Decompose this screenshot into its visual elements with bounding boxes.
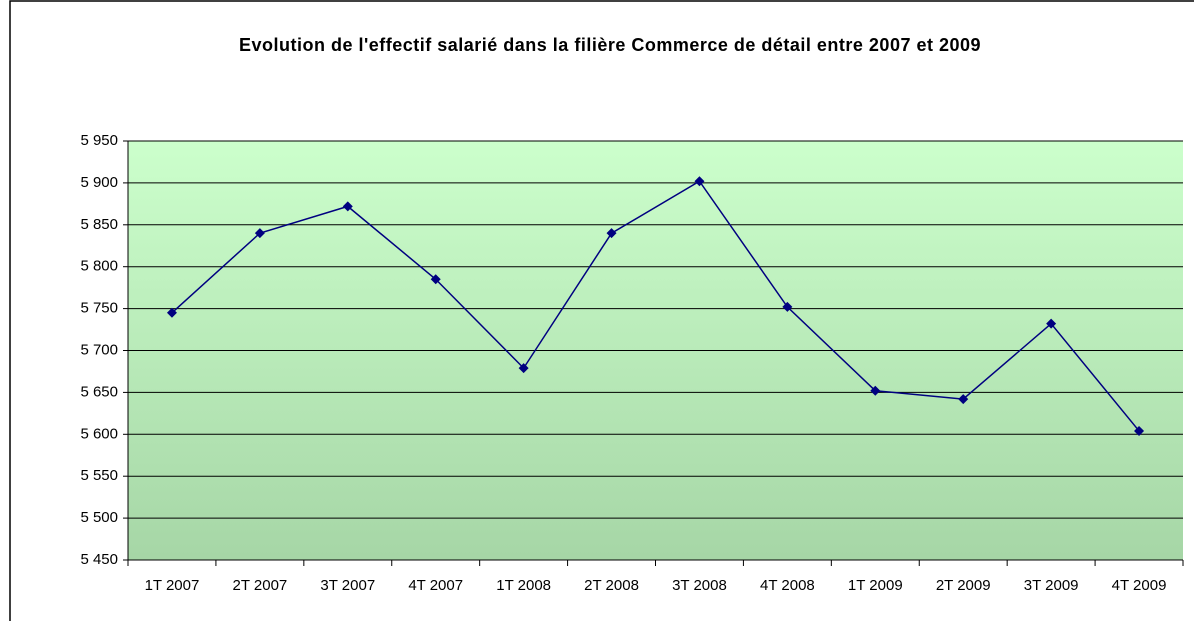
y-tick-label: 5 800	[80, 258, 118, 275]
data-point	[254, 228, 265, 239]
x-tick-label: 1T 2007	[145, 577, 200, 594]
data-point	[430, 274, 441, 285]
y-tick-label: 5 500	[80, 509, 118, 526]
x-tick-label: 4T 2007	[408, 577, 463, 594]
x-tick-label: 1T 2009	[848, 577, 903, 594]
y-tick-label: 5 600	[80, 425, 118, 442]
data-point	[166, 307, 177, 318]
y-tick-label: 5 650	[80, 383, 118, 400]
data-point	[342, 201, 353, 212]
data-point	[694, 176, 705, 187]
x-tick-label: 4T 2009	[1112, 577, 1167, 594]
data-point	[606, 228, 617, 239]
x-tick-label: 3T 2007	[320, 577, 375, 594]
y-tick-label: 5 900	[80, 174, 118, 191]
x-tick-label: 2T 2009	[936, 577, 991, 594]
data-point	[1134, 425, 1145, 436]
y-tick-label: 5 850	[80, 216, 118, 233]
series-line	[171, 180, 1140, 432]
x-tick-label: 1T 2008	[496, 577, 551, 594]
x-tick-label: 2T 2008	[584, 577, 639, 594]
data-point	[958, 394, 969, 405]
data-point	[870, 385, 881, 396]
data-point	[782, 301, 793, 312]
y-tick-label: 5 750	[80, 300, 118, 317]
data-point	[518, 363, 529, 374]
y-tick-label: 5 550	[80, 467, 118, 484]
x-tick-label: 3T 2009	[1024, 577, 1079, 594]
chart-title: Evolution de l'effectif salarié dans la …	[238, 35, 982, 55]
x-tick-label: 4T 2008	[760, 577, 815, 594]
y-tick-label: 5 950	[80, 132, 118, 149]
data-point	[1046, 318, 1057, 329]
y-tick-label: 5 700	[80, 341, 118, 358]
x-tick-label: 3T 2008	[672, 577, 727, 594]
x-tick-label: 2T 2007	[232, 577, 287, 594]
y-tick-label: 5 450	[80, 551, 118, 568]
